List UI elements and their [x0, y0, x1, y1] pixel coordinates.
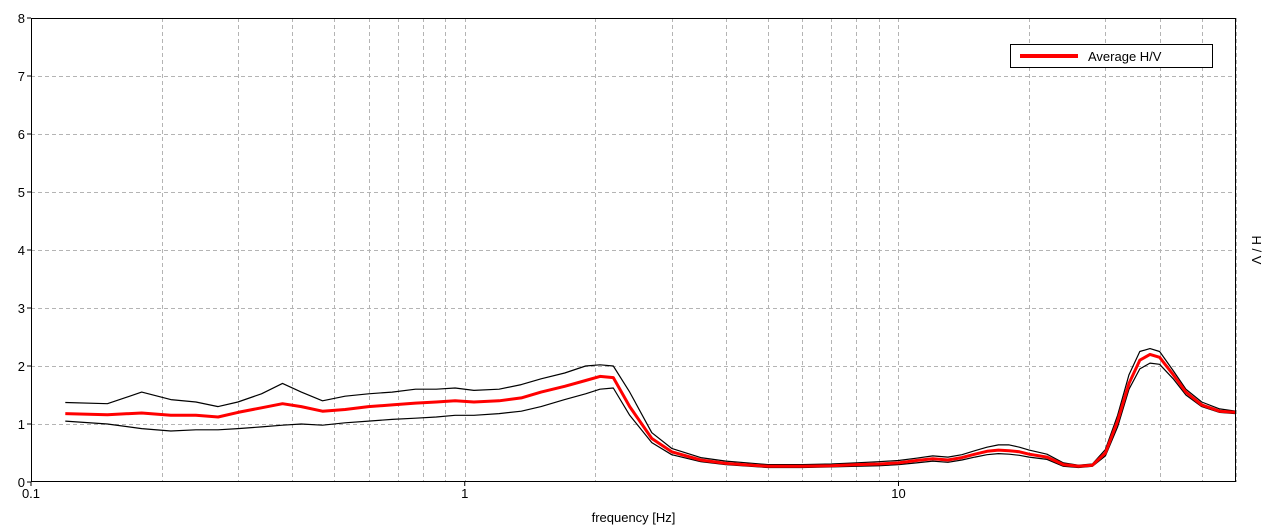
y-axis-label: H / V	[1249, 236, 1264, 265]
plot-frame	[31, 18, 1236, 482]
x-tick-label: 10	[891, 486, 905, 501]
series-average-hv-line	[65, 352, 1237, 468]
x-tick-label: 1	[461, 486, 468, 501]
x-axis-label: frequency [Hz]	[592, 510, 676, 525]
legend-box	[1010, 44, 1213, 68]
y-tick-label: 7	[18, 69, 25, 84]
x-axis-ticks: 0.1 1 10	[22, 482, 906, 501]
y-tick-label: 5	[18, 185, 25, 200]
legend-label-average-hv: Average H/V	[1088, 49, 1162, 64]
series-layer	[65, 348, 1237, 469]
y-tick-label: 0	[18, 475, 25, 490]
y-axis-ticks: 0 1 2 3 4 5 6 7 8	[18, 11, 31, 490]
legend: Average H/V	[1010, 44, 1213, 68]
y-tick-label: 2	[18, 359, 25, 374]
grid	[31, 18, 1237, 482]
x-tick-label: 0.1	[22, 486, 40, 501]
y-tick-label: 4	[18, 243, 25, 258]
y-tick-label: 6	[18, 127, 25, 142]
y-tick-label: 1	[18, 417, 25, 432]
y-tick-label: 3	[18, 301, 25, 316]
y-tick-label: 8	[18, 11, 25, 26]
